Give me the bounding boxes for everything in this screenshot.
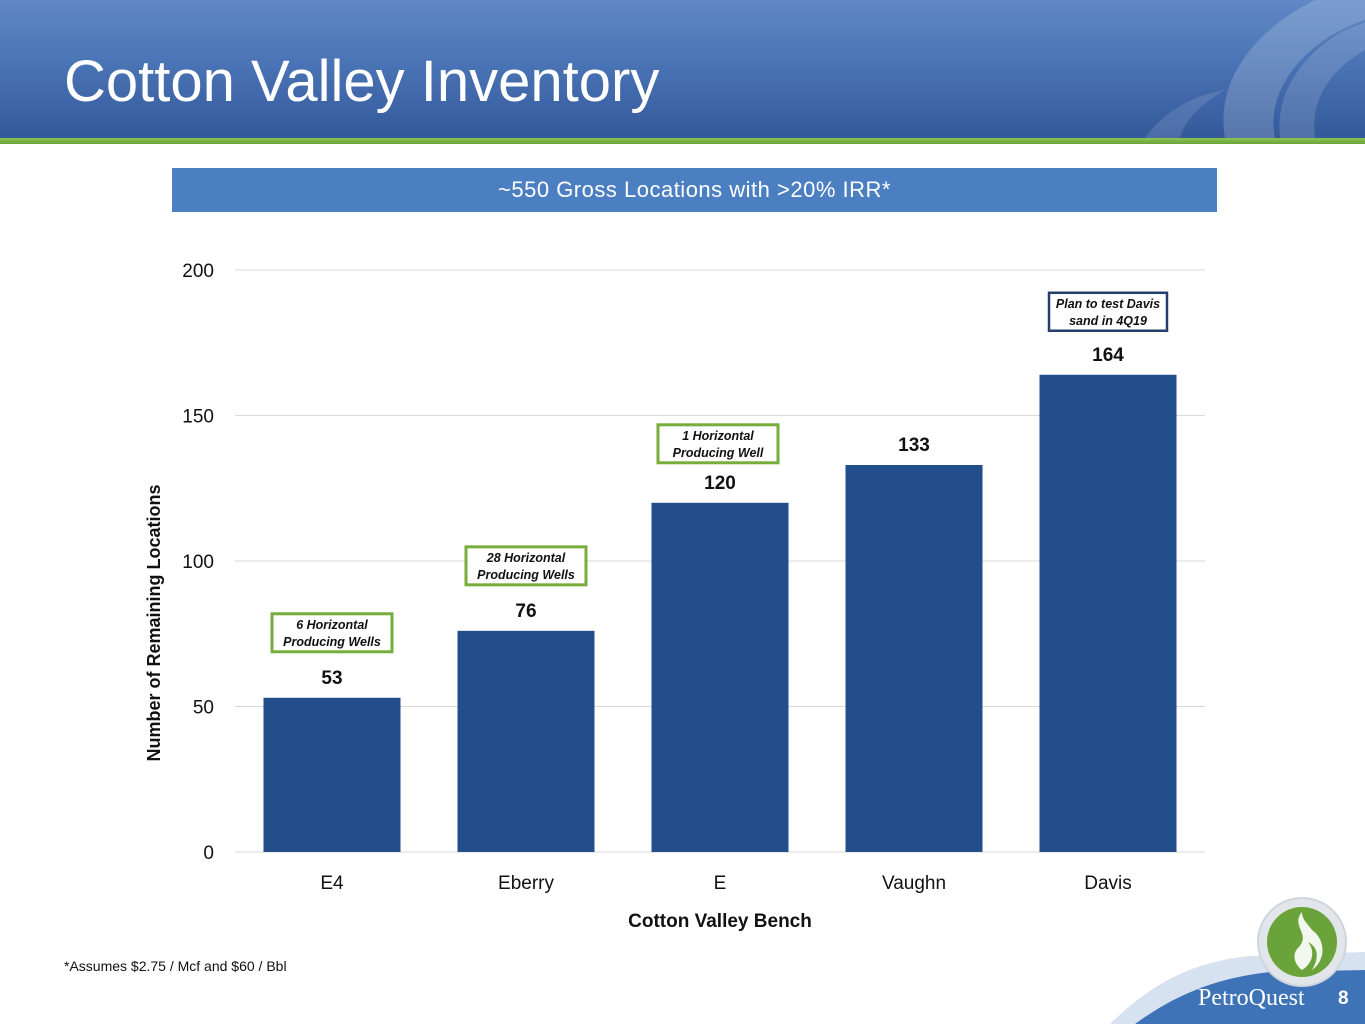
bar-chart: 0 50 100 150 200 53 76 120 133 164 6 Horizontal P…: [144, 261, 1205, 932]
header-band: Cotton Valley Inventory: [0, 0, 1365, 138]
brand-logo-text: PetroQuest: [1198, 985, 1305, 1011]
callout-e: 1 Horizontal Producing Well: [656, 423, 780, 465]
bar-e4: [263, 697, 401, 852]
y-tick-label: 0: [203, 843, 214, 864]
footnote: *Assumes $2.75 / Mcf and $60 / Bbl: [64, 958, 287, 974]
x-tick-label-e: E: [714, 873, 727, 894]
y-axis-tick-labels: 0 50 100 150 200: [182, 261, 214, 864]
value-label-davis: 164: [1092, 345, 1124, 366]
x-tick-label-davis: Davis: [1084, 873, 1132, 894]
x-tick-label-eberry: Eberry: [498, 873, 554, 894]
x-axis-tick-labels: E4 Eberry E Vaughn Davis: [320, 873, 1131, 894]
bar-vaughn: [845, 464, 983, 852]
value-label-vaughn: 133: [898, 435, 930, 456]
y-tick-label: 200: [182, 261, 214, 282]
x-tick-label-vaughn: Vaughn: [882, 873, 946, 894]
callout-eberry: 28 Horizontal Producing Wells: [464, 545, 588, 587]
flame-swoosh-decoration: [1145, 0, 1365, 138]
bar-davis: [1039, 374, 1177, 852]
callout-line: Plan to test Davis: [1056, 297, 1160, 311]
data-labels: 53 76 120 133 164: [321, 345, 1124, 689]
y-tick-label: 50: [193, 698, 214, 719]
chart-banner: ~550 Gross Locations with >20% IRR*: [172, 168, 1217, 212]
page-title: Cotton Valley Inventory: [64, 49, 660, 114]
callout-line: 28 Horizontal: [486, 551, 566, 565]
y-tick-label: 150: [182, 407, 214, 428]
callout-line: 1 Horizontal: [682, 429, 754, 443]
callout-line: Producing Wells: [477, 568, 575, 582]
y-axis-label: Number of Remaining Locations: [144, 484, 164, 761]
value-label-e4: 53: [321, 668, 342, 689]
bar-eberry: [457, 630, 595, 852]
y-tick-label: 100: [182, 552, 214, 573]
callout-line: Producing Well: [673, 446, 764, 460]
x-axis-label: Cotton Valley Bench: [628, 911, 812, 932]
bar-e: [651, 502, 789, 852]
value-label-eberry: 76: [515, 601, 536, 622]
callout-davis: Plan to test Davis sand in 4Q19: [1047, 291, 1169, 333]
x-tick-label-e4: E4: [320, 873, 344, 894]
bars: [263, 374, 1177, 852]
callout-line: sand in 4Q19: [1069, 314, 1147, 328]
callout-line: 6 Horizontal: [296, 618, 368, 632]
page-number: 8: [1338, 988, 1349, 1009]
footer-decoration: [1110, 897, 1365, 1024]
flame-icon: [1294, 912, 1323, 970]
header-accent-rule: [0, 138, 1365, 144]
callout-e4: 6 Horizontal Producing Wells: [270, 612, 394, 654]
value-label-e: 120: [704, 473, 736, 494]
callout-line: Producing Wells: [283, 635, 381, 649]
